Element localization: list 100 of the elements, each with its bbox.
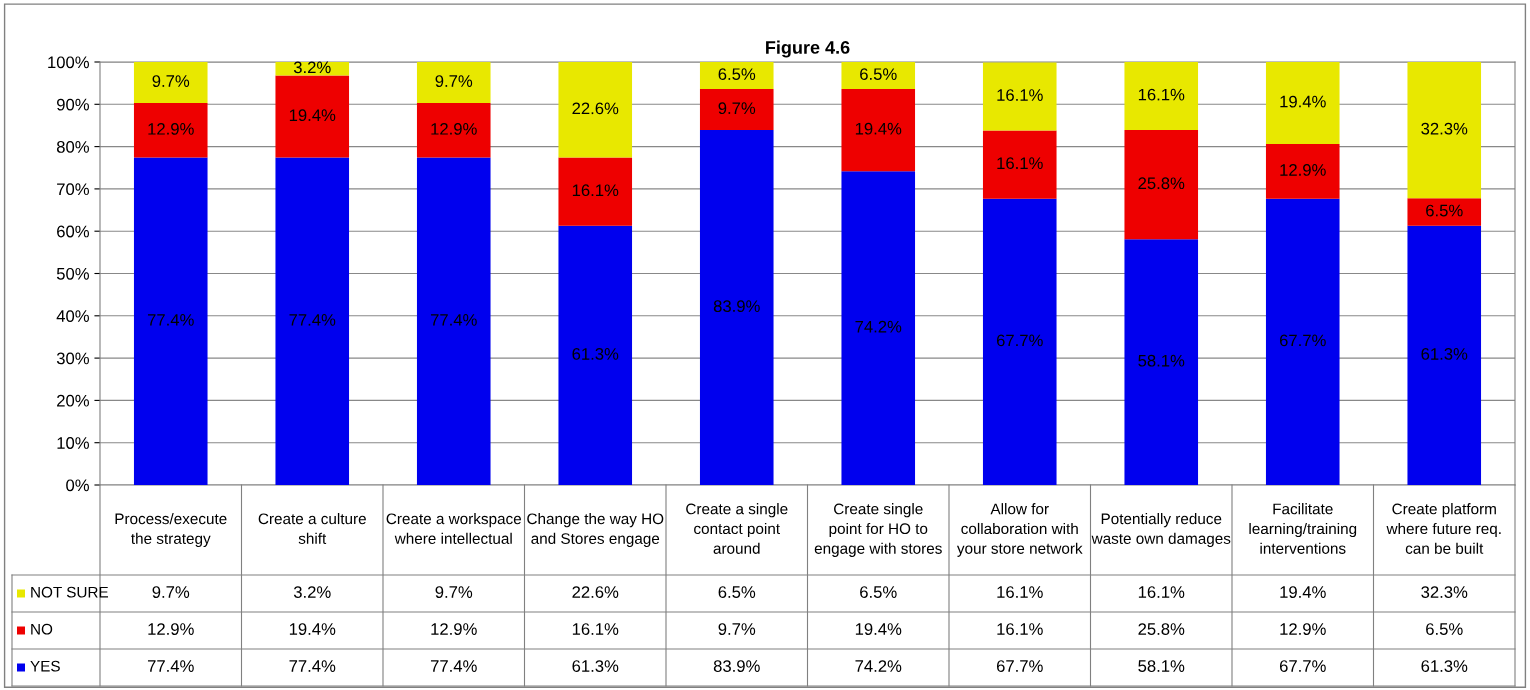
text: 12.9%: [431, 122, 477, 135]
x-tick-label: Create a culture shift: [258, 512, 366, 544]
bar: [275, 62, 350, 76]
bar: [416, 62, 491, 104]
bar: [416, 157, 491, 485]
text: 61.3%: [572, 348, 619, 360]
text: 16.1%: [997, 157, 1043, 170]
bar: [133, 103, 208, 158]
text: 74.2%: [855, 320, 902, 333]
text: 32.3%: [1421, 122, 1468, 135]
text: 9.7%: [152, 75, 190, 87]
data-label: 22.6%: [572, 586, 619, 598]
text: 6.5%: [718, 68, 756, 81]
data-label: 67.7%: [1279, 660, 1326, 672]
text: 3.2%: [293, 61, 331, 74]
bar: [841, 171, 916, 485]
text: 16.1%: [1138, 88, 1185, 101]
data-label: 74.2%: [855, 660, 902, 672]
data-label: 77.4%: [289, 660, 336, 672]
x-tick-label: Create single point for HO to engage with stores: [814, 503, 942, 557]
y-tick-label: 10%: [57, 437, 89, 449]
bar: [1265, 62, 1340, 145]
y-tick-label: 60%: [57, 225, 89, 238]
data-label: 58.1%: [1138, 660, 1185, 672]
bar: [1407, 225, 1482, 485]
x-tick-label: Facilitate learning/training interventions: [1249, 503, 1357, 554]
text: 61.3%: [1421, 348, 1468, 360]
bar: [982, 130, 1057, 199]
bar: [841, 89, 916, 172]
data-label: 6.5%: [718, 586, 756, 598]
data-label: 16.1%: [997, 586, 1043, 598]
bar: [1265, 144, 1340, 199]
bar: [699, 89, 774, 131]
x-tick-label: Create platform where future req. can be built: [1386, 503, 1501, 554]
bar: [416, 103, 491, 158]
data-label: 16.1%: [1138, 586, 1185, 598]
text: 9.7%: [718, 102, 756, 115]
bar: [1407, 198, 1482, 226]
legend-label: NO: [31, 623, 53, 635]
data-label: 12.9%: [1280, 623, 1326, 635]
data-label: 12.9%: [148, 623, 194, 635]
x-tick-label: Potentially reduce waste own damages: [1091, 512, 1231, 548]
data-label: 19.4%: [1280, 586, 1326, 598]
text: 58.1%: [1138, 354, 1185, 367]
text: 16.1%: [572, 184, 619, 197]
text: 83.9%: [713, 300, 760, 313]
y-tick-label: 90%: [57, 98, 89, 111]
y-tick-label: 50%: [56, 267, 89, 280]
legend-label: YES: [30, 660, 60, 672]
y-tick-label: 30%: [56, 352, 89, 365]
bar: [133, 157, 208, 485]
y-tick-label: 0%: [66, 479, 89, 492]
chart-title: Figure 4.6: [766, 40, 850, 58]
x-tick-label: Process/execute the strategy: [115, 512, 227, 548]
text: 77.4%: [147, 314, 194, 326]
x-tick-label: Allow for collaboration with your store network: [956, 503, 1083, 557]
text: 19.4%: [855, 122, 902, 135]
bar: [558, 225, 633, 485]
data-label: 6.5%: [1426, 623, 1463, 635]
y-tick-label: 80%: [56, 141, 89, 153]
data-label: 77.4%: [147, 660, 194, 672]
text: 67.7%: [996, 334, 1043, 347]
bar: [699, 62, 774, 90]
data-label: 67.7%: [996, 660, 1043, 672]
bar: [558, 62, 633, 158]
text: 6.5%: [1426, 204, 1463, 217]
bar: [1124, 130, 1199, 240]
bar: [1124, 239, 1199, 485]
bar: [275, 157, 350, 485]
data-label: 12.9%: [431, 623, 477, 635]
text: 16.1%: [997, 89, 1043, 101]
data-label: 32.3%: [1421, 586, 1468, 598]
text: 9.7%: [435, 75, 473, 87]
text: 19.4%: [1280, 95, 1326, 108]
bar: [1124, 62, 1199, 131]
text: 67.7%: [1279, 334, 1326, 347]
bar: [133, 62, 208, 104]
data-label: 9.7%: [152, 586, 190, 598]
bar: [1407, 62, 1482, 199]
text: 12.9%: [148, 122, 194, 135]
text: 12.9%: [1280, 164, 1326, 176]
bar: [558, 157, 633, 226]
text: 19.4%: [289, 109, 336, 122]
data-label: 9.7%: [718, 623, 756, 635]
text: 77.4%: [289, 314, 336, 326]
y-tick-label: 100%: [48, 56, 89, 69]
legend-label: NOT SURE: [31, 586, 109, 598]
data-label: 3.2%: [293, 586, 331, 598]
data-label: 61.3%: [572, 660, 619, 672]
x-tick-label: Create a single contact point around: [686, 503, 788, 554]
data-label: 9.7%: [435, 586, 473, 598]
x-tick-label: Create a workspace where intellectual: [386, 512, 522, 544]
text: 77.4%: [430, 314, 477, 326]
data-label: 19.4%: [289, 623, 336, 635]
text: 25.8%: [1138, 177, 1185, 190]
text: 22.6%: [572, 102, 619, 115]
bar: [841, 62, 916, 90]
bar: [275, 75, 350, 158]
data-label: 61.3%: [1421, 660, 1468, 672]
data-label: 16.1%: [572, 623, 619, 635]
